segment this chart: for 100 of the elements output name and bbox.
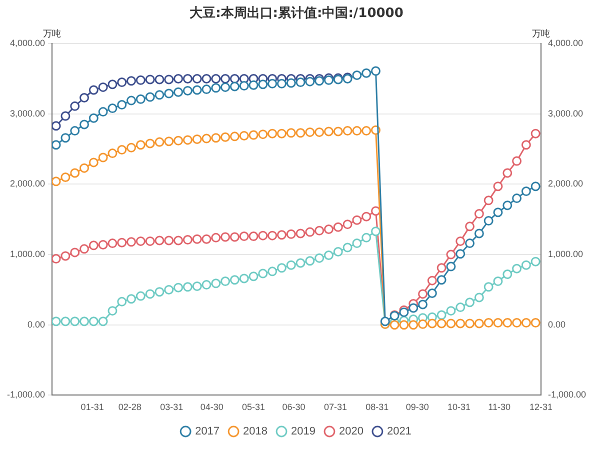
point	[268, 78, 278, 88]
point	[192, 134, 202, 144]
point	[117, 145, 127, 155]
point	[136, 94, 146, 104]
point	[174, 87, 184, 97]
x-tick-label: 04-30	[200, 402, 224, 412]
point	[52, 121, 61, 131]
point	[268, 128, 278, 138]
point	[211, 133, 221, 143]
point	[108, 80, 118, 90]
point	[192, 281, 202, 291]
point	[408, 303, 418, 313]
point	[126, 96, 136, 106]
point	[182, 282, 192, 292]
point	[211, 232, 221, 242]
point	[258, 80, 268, 90]
point	[286, 78, 296, 88]
point	[108, 148, 118, 158]
legend-label: 2018	[243, 426, 268, 438]
point	[408, 320, 418, 330]
point	[484, 282, 494, 292]
point	[521, 260, 531, 270]
point	[399, 320, 409, 330]
y2-tick-label: 3,000.00	[548, 108, 584, 118]
point	[70, 101, 80, 111]
point	[465, 318, 475, 328]
point	[493, 182, 503, 192]
point	[512, 318, 522, 328]
point	[362, 212, 372, 222]
point	[108, 306, 118, 316]
point	[333, 246, 343, 256]
point	[174, 282, 184, 292]
y-tick-label: 3,000.00	[10, 108, 46, 118]
point	[352, 215, 362, 225]
x-tick-label: 10-31	[448, 402, 471, 412]
legend-label: 2020	[338, 426, 364, 438]
point	[324, 126, 334, 136]
y2-tick-label: 4,000.00	[548, 38, 584, 48]
legend-label: 2019	[291, 426, 316, 438]
point	[174, 136, 184, 146]
point	[136, 140, 146, 150]
point	[182, 86, 192, 96]
point	[314, 127, 324, 137]
point	[192, 85, 202, 95]
point	[512, 156, 522, 166]
x-tick-label: 02-28	[118, 402, 142, 412]
point	[164, 236, 174, 246]
point	[342, 242, 352, 252]
point	[154, 137, 164, 147]
point	[390, 320, 400, 330]
point	[80, 92, 90, 102]
point	[145, 138, 155, 148]
point	[493, 208, 503, 218]
point	[80, 316, 90, 326]
point	[268, 266, 278, 276]
point	[239, 232, 249, 242]
point	[202, 74, 212, 84]
legend-label: 2021	[386, 426, 412, 438]
point	[333, 222, 343, 232]
point	[98, 107, 108, 117]
point	[211, 278, 221, 288]
point	[220, 82, 230, 92]
point	[52, 254, 61, 264]
x-tick-label: 01-31	[80, 402, 104, 412]
point	[286, 128, 296, 138]
point	[362, 68, 372, 78]
point	[230, 132, 240, 142]
point	[136, 291, 146, 301]
point	[248, 272, 258, 282]
point	[117, 238, 127, 248]
point	[164, 284, 174, 294]
x-tick-label: 06-30	[282, 402, 306, 412]
point	[446, 306, 456, 316]
point	[296, 228, 306, 238]
point	[362, 126, 372, 136]
point	[521, 140, 531, 150]
point	[126, 294, 136, 304]
point	[202, 84, 212, 94]
point	[324, 224, 334, 234]
point	[474, 318, 484, 328]
point	[174, 74, 184, 84]
point	[305, 76, 315, 86]
point	[371, 206, 380, 216]
point	[371, 226, 380, 236]
point	[60, 133, 70, 143]
chart-title: 大豆:本周出口:累计值:中国:/10000	[190, 6, 404, 22]
point	[427, 276, 437, 286]
point	[126, 76, 136, 86]
point	[333, 126, 343, 136]
y-tick-label: 0.00	[28, 319, 46, 330]
point	[145, 289, 155, 299]
point	[248, 232, 258, 242]
point	[512, 264, 522, 274]
y2-axis-title: 万吨	[532, 28, 550, 39]
point	[268, 230, 278, 240]
point	[60, 111, 70, 121]
x-tick-label: 08-31	[366, 402, 389, 412]
point	[484, 196, 494, 206]
point	[512, 194, 522, 204]
y-axis-title: 万吨	[43, 28, 62, 39]
